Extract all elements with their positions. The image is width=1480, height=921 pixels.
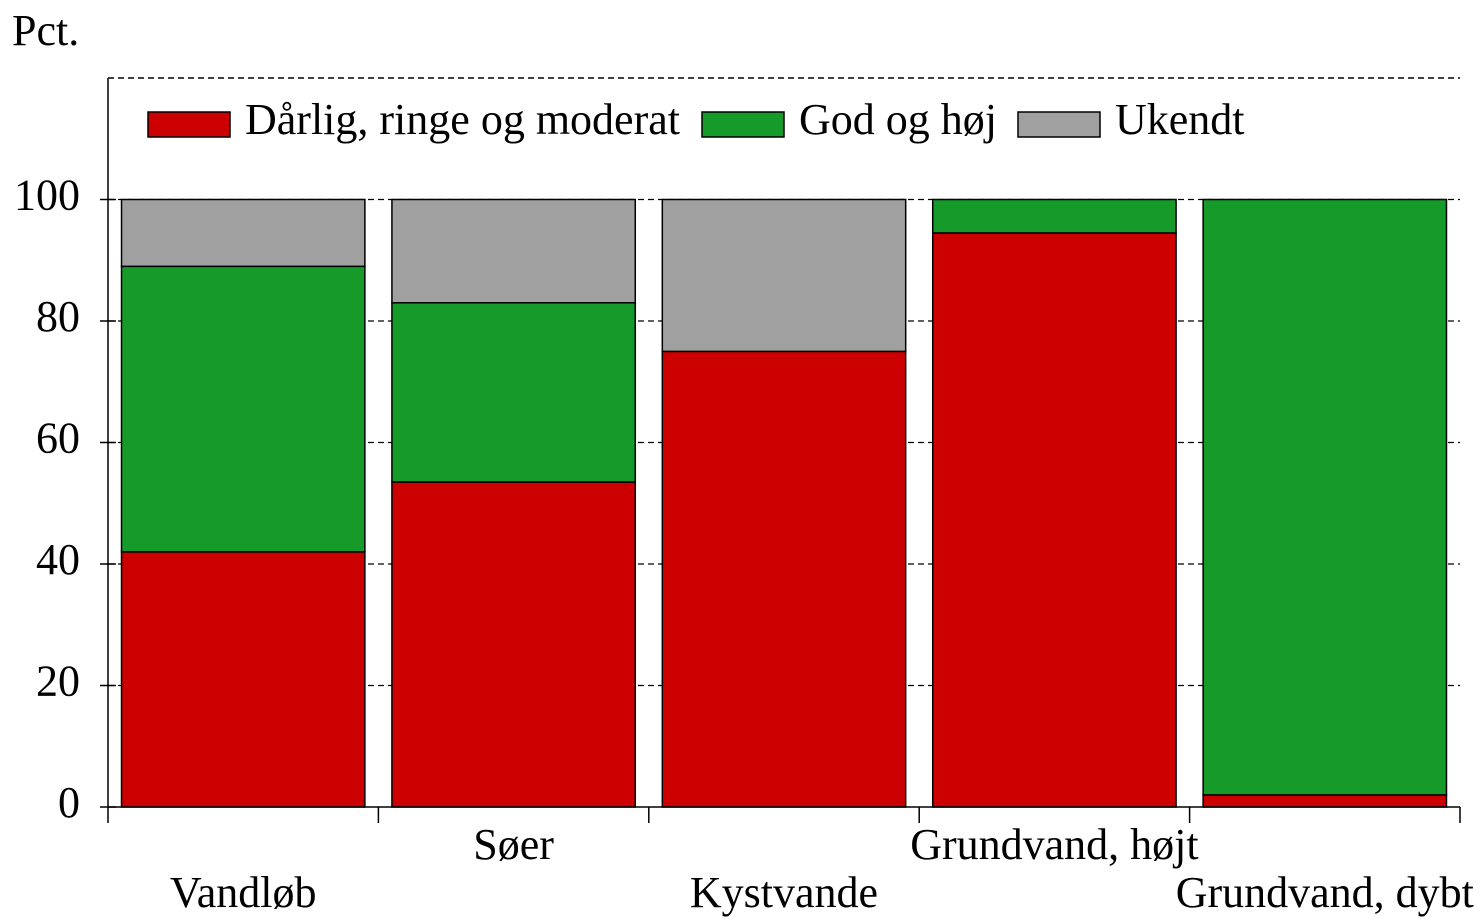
x-tick-label: Vandløb — [170, 868, 317, 917]
legend-label: Dårlig, ringe og moderat — [245, 95, 680, 144]
y-tick-label: 60 — [36, 414, 80, 463]
bar-segment — [120, 551, 366, 808]
bar-segment — [1202, 198, 1448, 796]
bar-segment — [391, 302, 637, 483]
bar-segment — [661, 350, 907, 808]
legend-label: Ukendt — [1115, 95, 1245, 144]
x-tick-label: Grundvand, dybt — [1176, 868, 1474, 917]
y-tick-label: 20 — [36, 657, 80, 706]
x-tick-label: Søer — [473, 820, 554, 869]
bar-segment — [120, 265, 366, 553]
legend-swatch — [701, 111, 785, 138]
bar-segment — [391, 481, 637, 808]
bar-segment — [1202, 794, 1448, 808]
bar-segment — [391, 198, 637, 304]
y-tick-label: 40 — [36, 535, 80, 584]
bar-segment — [931, 198, 1177, 234]
legend-swatch — [1017, 111, 1101, 138]
bar-segment — [931, 232, 1177, 808]
x-tick-label: Kystvande — [690, 868, 878, 917]
bar-segment — [661, 198, 907, 353]
x-tick-label: Grundvand, højt — [910, 820, 1198, 869]
legend-label: God og høj — [799, 95, 997, 144]
y-tick-label: 80 — [36, 292, 80, 341]
bar-segment — [120, 198, 366, 268]
y-tick-label: 0 — [58, 778, 80, 827]
y-tick-label: 100 — [14, 171, 80, 220]
y-axis-label: Pct. — [12, 6, 79, 55]
legend-swatch — [147, 111, 231, 138]
